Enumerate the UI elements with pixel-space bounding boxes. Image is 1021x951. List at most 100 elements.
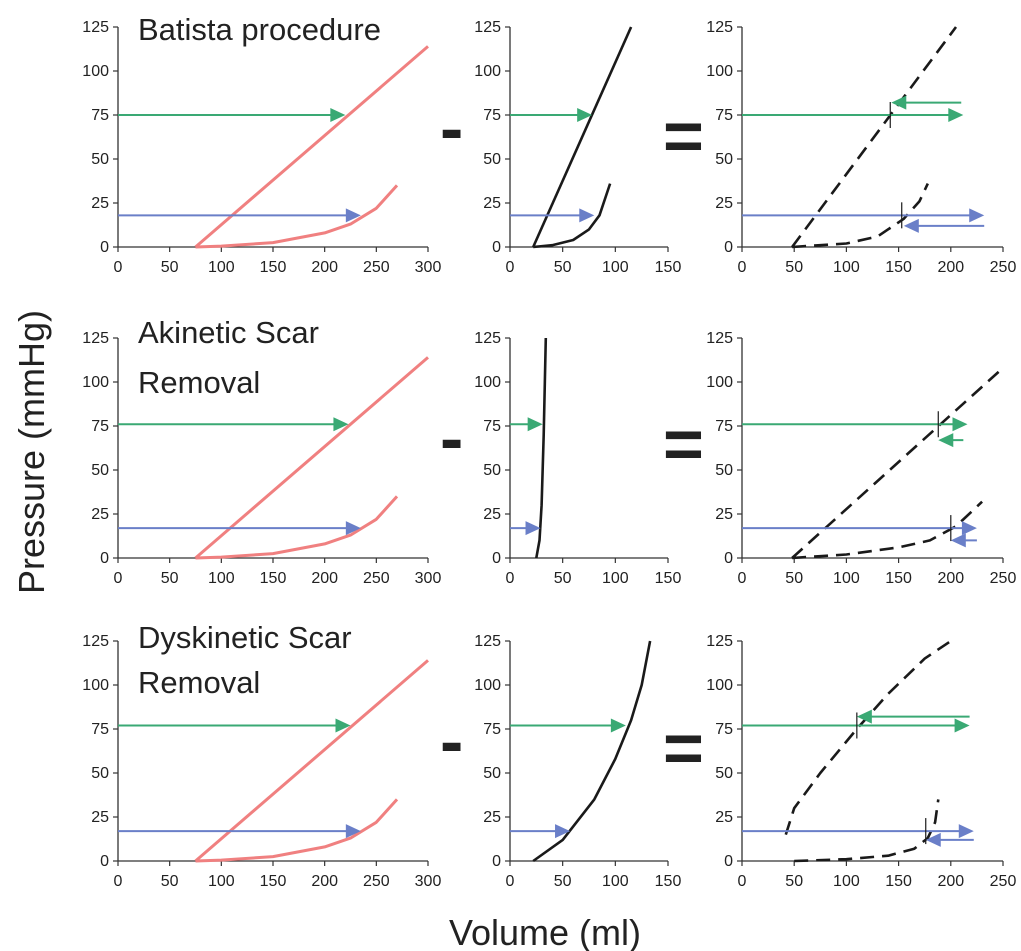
row-title: Akinetic Scar (138, 315, 319, 350)
x-tick-label: 0 (506, 873, 515, 890)
blue-arrow-head (961, 521, 977, 536)
y-tick-label: 75 (91, 107, 109, 124)
y-tick-label: 25 (91, 506, 109, 523)
minus-sign-row1: - (440, 89, 463, 167)
x-tick-label: 0 (114, 570, 123, 587)
green-arrow-head (577, 108, 593, 122)
y-tick-label: 0 (492, 853, 501, 870)
panel-2-right: 0 25 50 75 100 125 0 50 100 150 200 250 (706, 330, 1016, 587)
row-title: Batista procedure (138, 12, 381, 47)
green-arrow-head (952, 417, 968, 432)
series-line-2 (195, 495, 399, 560)
y-tick-label: 25 (91, 809, 109, 826)
x-tick-label: 150 (260, 873, 287, 890)
y-tick-label: 125 (706, 19, 733, 36)
y-tick-label: 25 (483, 506, 501, 523)
x-axis-label: Volume (ml) (449, 912, 641, 951)
y-tick-label: 100 (706, 374, 733, 391)
y-tick-label: 100 (706, 677, 733, 694)
y-tick-label: 0 (100, 550, 109, 567)
x-tick-label: 200 (937, 570, 964, 587)
y-tick-label: 0 (724, 550, 733, 567)
x-tick-label: 100 (208, 570, 235, 587)
x-tick-label: 50 (161, 259, 179, 276)
x-tick-label: 150 (655, 873, 682, 890)
y-tick-label: 0 (724, 853, 733, 870)
green-arrow-head (335, 718, 351, 733)
x-tick-label: 300 (415, 873, 442, 890)
blue-arrow-head (958, 824, 974, 839)
series-line-1 (532, 640, 652, 863)
series-line-1 (194, 659, 429, 863)
x-tick-label: 50 (785, 570, 803, 587)
blue-arrow-head (345, 521, 361, 536)
x-tick-label: 0 (738, 259, 747, 276)
green-arrow-head (856, 709, 872, 724)
x-tick-label: 100 (602, 570, 629, 587)
green-arrow-head (527, 417, 543, 432)
y-tick-label: 100 (82, 63, 109, 80)
x-tick-label: 50 (785, 873, 803, 890)
blue-arrow-head (345, 824, 361, 839)
y-tick-label: 125 (706, 633, 733, 650)
y-tick-label: 25 (715, 506, 733, 523)
panel-3-right: 0 25 50 75 100 125 0 50 100 150 200 250 (706, 633, 1016, 890)
x-tick-label: 0 (114, 873, 123, 890)
y-tick-label: 75 (715, 107, 733, 124)
panel-2-mid: 0 25 50 75 100 125 0 50 100 150 (474, 330, 681, 587)
x-tick-label: 100 (602, 873, 629, 890)
y-tick-label: 100 (82, 374, 109, 391)
y-tick-label: 75 (91, 418, 109, 435)
y-tick-label: 75 (91, 721, 109, 738)
y-tick-label: 25 (483, 809, 501, 826)
blue-arrow-head (925, 832, 941, 847)
y-tick-label: 0 (492, 550, 501, 567)
y-tick-label: 50 (483, 765, 501, 782)
y-tick-label: 50 (483, 151, 501, 168)
y-tick-label: 125 (82, 330, 109, 347)
y-tick-label: 100 (474, 374, 501, 391)
series-line-1 (532, 26, 633, 248)
series-line-2 (792, 183, 929, 249)
x-tick-label: 50 (554, 259, 572, 276)
green-arrow-head (948, 108, 964, 122)
x-tick-label: 300 (415, 570, 442, 587)
blue-arrow-head (345, 208, 361, 223)
equals-sign-row3: = (663, 709, 704, 787)
y-tick-label: 50 (91, 151, 109, 168)
row-title: Removal (138, 665, 260, 700)
x-tick-label: 250 (363, 570, 390, 587)
x-tick-label: 150 (655, 259, 682, 276)
green-arrow-head (333, 417, 349, 432)
y-tick-label: 125 (474, 330, 501, 347)
panel-3-left: 0 25 50 75 100 125 0 50 100 150 200 250 300 Dyskineti… (82, 620, 441, 890)
x-tick-label: 250 (363, 873, 390, 890)
series-line-2 (195, 184, 399, 249)
x-tick-label: 50 (785, 259, 803, 276)
y-tick-label: 100 (474, 63, 501, 80)
y-tick-label: 50 (91, 765, 109, 782)
x-tick-label: 0 (506, 570, 515, 587)
y-tick-label: 50 (715, 462, 733, 479)
x-tick-label: 0 (738, 873, 747, 890)
x-tick-label: 250 (990, 259, 1017, 276)
y-tick-label: 75 (483, 418, 501, 435)
equals-sign-row2: = (663, 405, 704, 483)
series-line-2 (195, 798, 399, 863)
y-axis-label: Pressure (mmHg) (11, 310, 52, 594)
x-tick-label: 250 (363, 259, 390, 276)
blue-arrow-head (950, 533, 966, 548)
blue-arrow-head (555, 824, 571, 839)
x-tick-label: 50 (161, 873, 179, 890)
x-tick-label: 200 (937, 259, 964, 276)
equals-sign-row1: = (663, 97, 704, 175)
green-arrow-head (891, 95, 907, 110)
x-tick-label: 200 (311, 570, 338, 587)
y-tick-label: 125 (474, 19, 501, 36)
x-tick-label: 0 (738, 570, 747, 587)
x-tick-label: 0 (506, 259, 515, 276)
y-tick-label: 75 (715, 418, 733, 435)
panel-1-left: 0 25 50 75 100 125 0 50 100 150 200 250 300 Batista p… (82, 12, 441, 276)
series-line-1 (791, 366, 1004, 559)
